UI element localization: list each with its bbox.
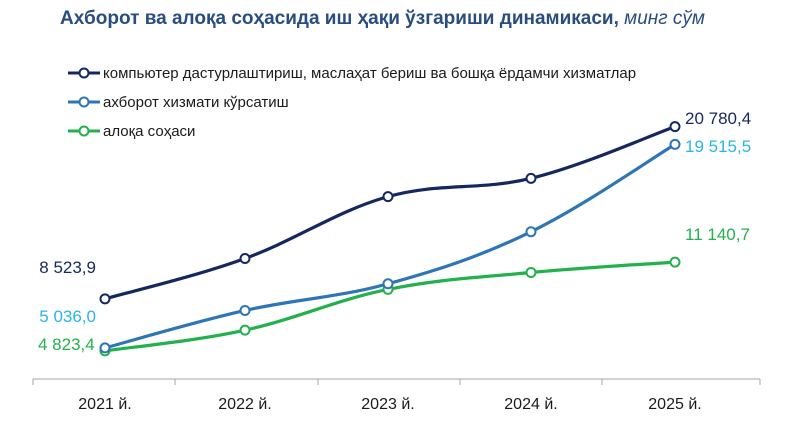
data-point <box>99 342 111 354</box>
chart-title-unit: минг сўм <box>624 8 705 29</box>
data-label-start: 8 523,9 <box>39 258 96 277</box>
series-line-2 <box>103 142 677 350</box>
legend-label: ахборот хизмати кўрсатиш <box>103 94 289 111</box>
legend-label: алоқа соҳаси <box>103 123 195 140</box>
data-point <box>669 138 681 150</box>
x-tick-label: 2021 й. <box>78 396 131 413</box>
data-point <box>239 324 251 336</box>
data-point <box>239 252 251 264</box>
data-label-start: 5 036,0 <box>39 307 96 326</box>
data-point <box>525 267 537 279</box>
data-point <box>99 293 111 305</box>
data-label-end: 11 140,7 <box>685 225 750 244</box>
data-label-end: 20 780,4 <box>685 109 751 128</box>
data-labels: 8 523,9 20 780,4 5 036,0 19 515,5 4 823,4 11 … <box>38 109 751 354</box>
legend-marker <box>78 125 90 137</box>
legend-label: компьютер дастурлаштириш, маслаҳат бериш… <box>103 65 636 82</box>
data-label-end: 19 515,5 <box>685 137 751 156</box>
x-tick-label: 2023 й. <box>361 396 414 413</box>
legend: компьютер дастурлаштириш, маслаҳат бериш… <box>68 65 636 140</box>
data-point <box>525 226 537 238</box>
data-point <box>669 121 681 133</box>
data-point <box>669 256 681 268</box>
series-line-1 <box>103 125 677 301</box>
data-point <box>382 191 394 203</box>
chart-title-text: Ахборот ва алоқа соҳасида иш ҳақи ўзгари… <box>60 8 619 29</box>
series-group <box>99 121 681 357</box>
legend-marker <box>78 96 90 108</box>
data-label-start: 4 823,4 <box>38 335 95 354</box>
data-point <box>382 278 394 290</box>
x-tick-label: 2022 й. <box>218 396 271 413</box>
x-axis: 2021 й. 2022 й. 2023 й. 2024 й. 2025 й. <box>32 378 761 413</box>
legend-marker <box>78 67 90 79</box>
data-point <box>525 172 537 184</box>
chart-title: Ахборот ва алоқа соҳасида иш ҳақи ўзгари… <box>60 8 705 30</box>
x-tick-label: 2024 й. <box>504 396 557 413</box>
data-point <box>239 304 251 316</box>
x-tick-label: 2025 й. <box>648 396 701 413</box>
